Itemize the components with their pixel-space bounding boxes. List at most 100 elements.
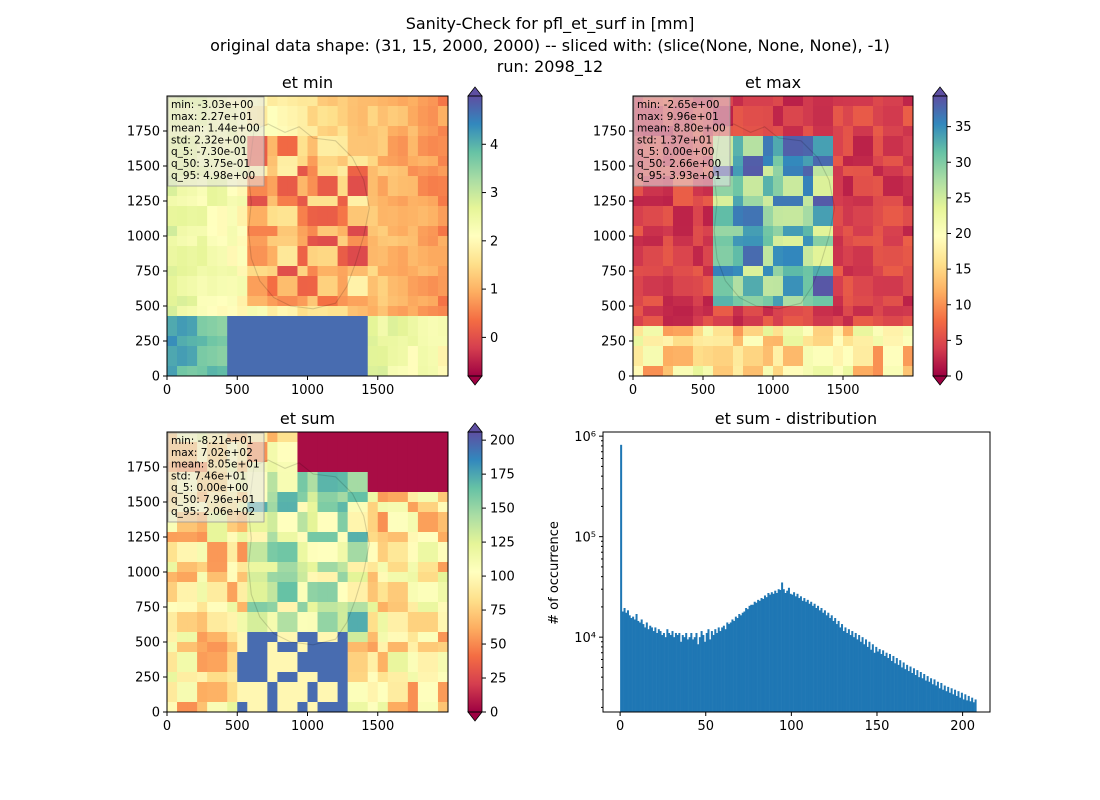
y-tick-label: 250 bbox=[601, 335, 626, 350]
colorbar-frame bbox=[467, 431, 483, 713]
y-tick-label: 0 bbox=[152, 370, 160, 385]
hist-bar bbox=[743, 611, 746, 712]
hist-bar bbox=[866, 646, 869, 712]
colorbar-tick-label: 0 bbox=[955, 370, 963, 385]
hist-bar bbox=[775, 593, 778, 712]
hist-bar bbox=[719, 631, 722, 712]
hist-bar bbox=[721, 627, 724, 712]
hist-bar bbox=[668, 632, 671, 712]
hist-bar bbox=[702, 635, 705, 712]
colorbar-tick-label: 200 bbox=[490, 434, 515, 449]
hist-bar bbox=[704, 641, 707, 712]
colorbar-extend-max bbox=[932, 86, 948, 97]
hist-bar bbox=[654, 627, 657, 712]
hist-bar bbox=[950, 688, 953, 712]
hist-bar bbox=[763, 595, 766, 712]
hist-bar bbox=[930, 678, 933, 712]
hist-axes-frame bbox=[602, 431, 991, 713]
hist-bar bbox=[697, 644, 700, 712]
stats-box bbox=[167, 96, 265, 187]
colorbar-tick-label: 175 bbox=[490, 468, 515, 483]
hist-bar bbox=[733, 620, 736, 712]
hist-bar bbox=[823, 610, 826, 712]
hist-bar bbox=[647, 629, 650, 712]
hist-bar bbox=[909, 666, 912, 712]
et-sum-distribution-panel: et sum - distribution # of occurrence 0 5… bbox=[547, 409, 991, 734]
hist-bar bbox=[736, 618, 739, 712]
hist-bar bbox=[750, 604, 753, 712]
hist-bar bbox=[853, 637, 856, 712]
hist-bar bbox=[907, 671, 910, 712]
hist-bar bbox=[954, 689, 957, 712]
hist-bar bbox=[966, 700, 969, 712]
hist-bar bbox=[644, 627, 647, 712]
hist-bars bbox=[620, 444, 977, 712]
hist-bar bbox=[683, 637, 686, 712]
hist-bar bbox=[692, 639, 695, 712]
hist-bar bbox=[834, 618, 837, 712]
hist-y-axis-label: # of occurrence bbox=[547, 521, 562, 625]
y-tick-label: 1000 bbox=[127, 230, 160, 245]
hist-bar bbox=[796, 593, 799, 712]
hist-bar bbox=[794, 596, 797, 712]
hist-x-tick-label: 100 bbox=[779, 719, 804, 734]
hist-bar bbox=[709, 639, 712, 712]
hist-bar bbox=[741, 612, 744, 712]
hist-bar bbox=[875, 646, 878, 712]
hist-bar bbox=[674, 632, 677, 712]
hist-bar bbox=[885, 652, 888, 712]
hist-bar bbox=[625, 612, 628, 712]
colorbar-tick-label: 0 bbox=[490, 706, 498, 721]
hist-bar bbox=[948, 692, 951, 712]
hist-bar bbox=[887, 658, 890, 712]
hist-bar bbox=[628, 615, 631, 712]
hist-bar bbox=[666, 629, 669, 712]
hist-bar bbox=[738, 613, 741, 712]
stats-line: min: -8.21e+01 bbox=[171, 435, 253, 447]
colorbar-extend-max bbox=[467, 422, 483, 433]
hist-bar bbox=[772, 593, 775, 712]
hist-bar bbox=[722, 625, 725, 712]
hist-bar bbox=[784, 593, 787, 712]
hist-bar bbox=[832, 620, 835, 712]
hist-bar bbox=[714, 629, 717, 712]
hist-bar bbox=[621, 611, 624, 712]
hist-bar bbox=[959, 697, 962, 712]
hist-bar bbox=[829, 618, 832, 712]
hist-bar bbox=[669, 635, 672, 712]
hist-bar bbox=[661, 635, 664, 712]
y-tick-label: 1750 bbox=[593, 125, 626, 140]
hist-bar bbox=[806, 599, 809, 712]
hist-bar bbox=[839, 627, 842, 712]
hist-bar bbox=[731, 619, 734, 712]
hist-bar bbox=[803, 598, 806, 712]
hist-bar bbox=[729, 622, 732, 712]
colorbar-extend-min bbox=[467, 375, 483, 386]
colorbar-tick-label: 75 bbox=[490, 604, 507, 619]
stats-line: std: 7.46e+01 bbox=[171, 470, 246, 482]
hist-bar bbox=[818, 610, 821, 712]
hist-bar bbox=[815, 608, 818, 712]
hist-bar bbox=[942, 689, 945, 712]
map-title: et min bbox=[282, 73, 333, 92]
hist-bar bbox=[808, 603, 811, 712]
hist-bar bbox=[914, 675, 917, 712]
hist-bar bbox=[637, 620, 640, 712]
stats-line: min: -2.65e+00 bbox=[637, 99, 719, 111]
hist-bar bbox=[931, 684, 934, 712]
hist-bar bbox=[659, 631, 662, 712]
hist-bar bbox=[728, 624, 731, 712]
hist-bar bbox=[765, 597, 768, 712]
colorbar-extend-max bbox=[467, 86, 483, 97]
x-tick-label: 1000 bbox=[291, 383, 324, 398]
hist-bar bbox=[757, 599, 760, 712]
hist-bar bbox=[900, 667, 903, 712]
x-tick-label: 1500 bbox=[826, 383, 859, 398]
figure-subtitle: original data shape: (31, 15, 2000, 2000… bbox=[210, 36, 890, 55]
x-tick-label: 500 bbox=[225, 383, 250, 398]
x-tick-label: 0 bbox=[163, 719, 171, 734]
x-tick-label: 0 bbox=[629, 383, 637, 398]
stats-line: std: 2.32e+00 bbox=[171, 134, 246, 146]
hist-bar bbox=[870, 649, 873, 712]
hist-bar bbox=[686, 639, 689, 712]
